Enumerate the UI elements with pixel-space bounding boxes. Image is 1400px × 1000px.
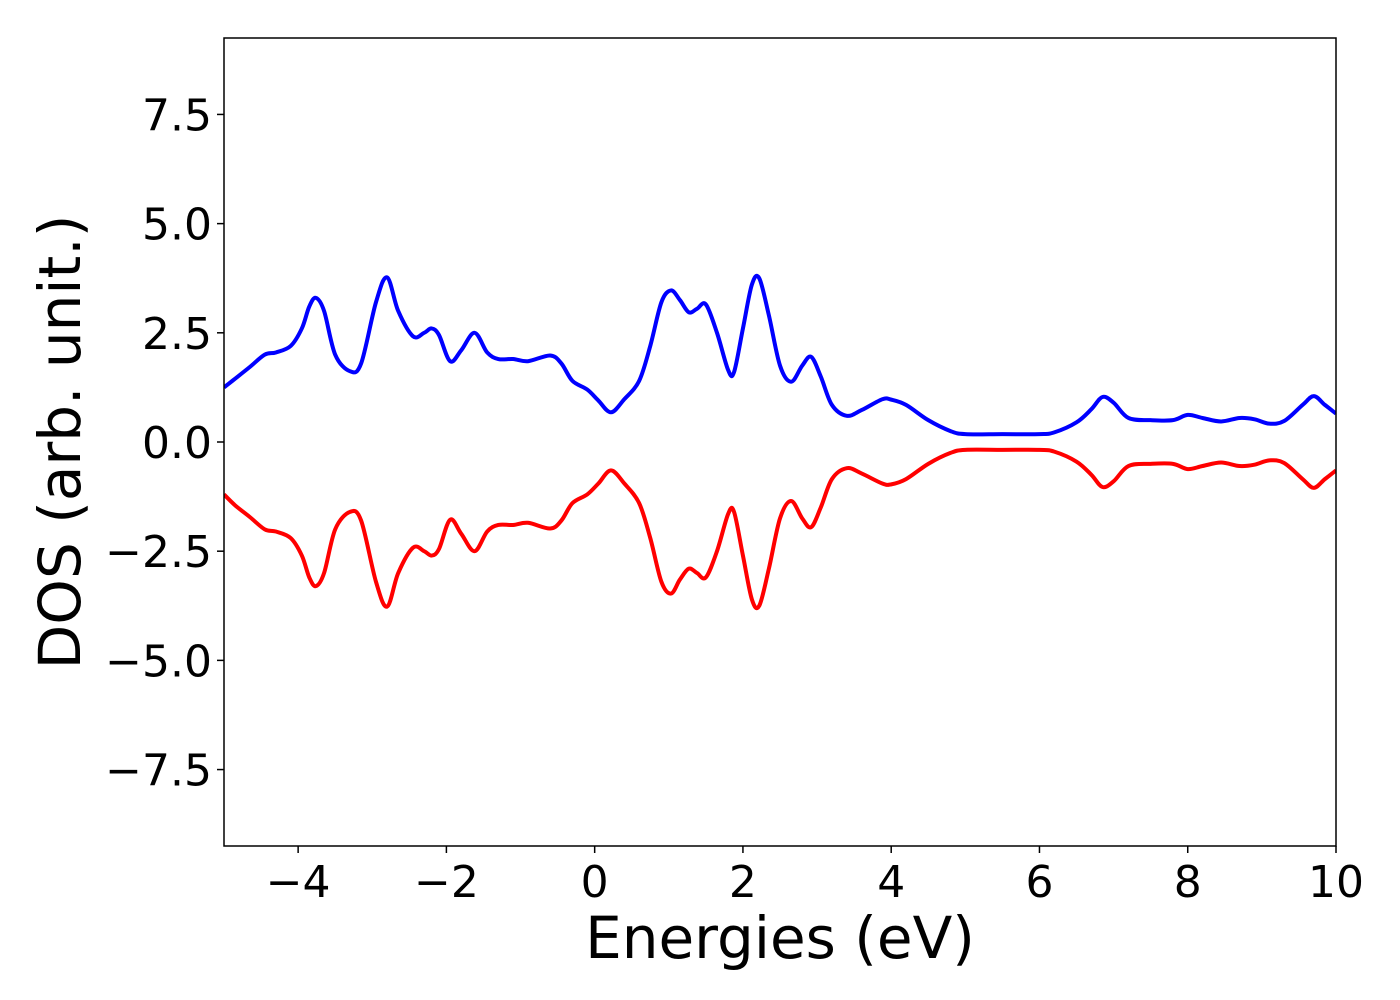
series-line-spin-up [224,273,1336,437]
x-axis-ticks: −4 −2 0 2 4 6 8 10 [266,846,1364,908]
x-tick-label: 2 [729,857,757,908]
x-tick-label: 6 [1025,857,1053,908]
series-line-spin-down [224,447,1336,611]
x-tick-label: −2 [414,857,479,908]
y-tick-label: 0.0 [142,418,212,469]
x-axis-label: Energies (eV) [585,904,975,972]
x-tick-label: 10 [1308,857,1364,908]
x-tick-label: −4 [266,857,331,908]
y-tick-label: −2.5 [105,527,212,578]
x-tick-label: 0 [581,857,609,908]
x-tick-label: 4 [877,857,905,908]
y-tick-label: 2.5 [142,309,212,360]
y-tick-label: 7.5 [142,90,212,141]
y-axis-label: DOS (arb. unit.) [26,215,94,670]
y-tick-label: −5.0 [105,636,212,687]
y-axis-ticks: 7.5 5.0 2.5 0.0 −2.5 −5.0 −7.5 [105,90,224,797]
y-tick-label: 5.0 [142,200,212,251]
series-layer [224,273,1336,611]
y-tick-label: −7.5 [105,746,212,797]
x-tick-label: 8 [1174,857,1202,908]
